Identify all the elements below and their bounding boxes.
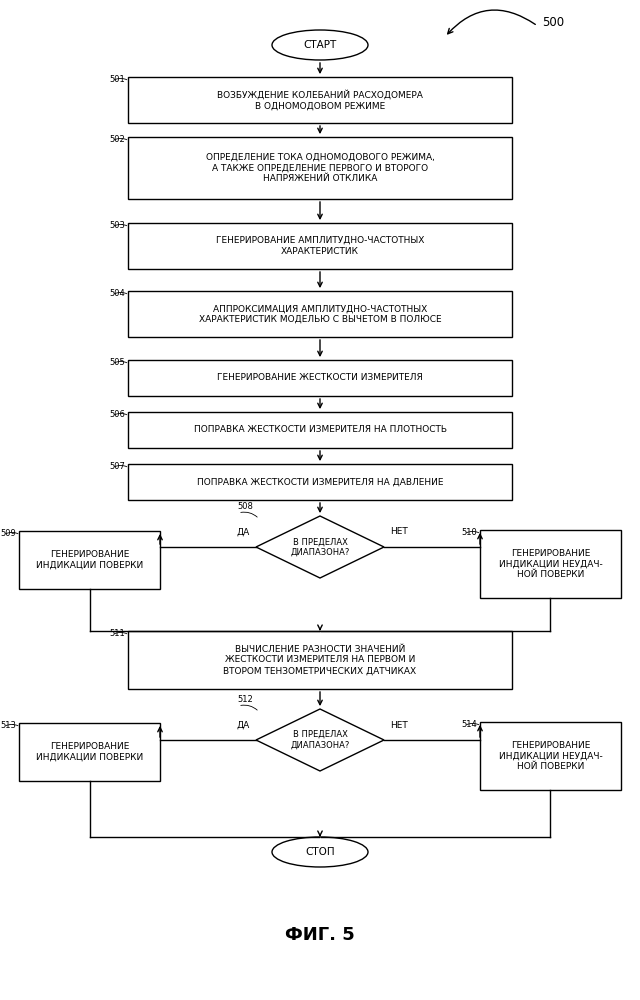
Ellipse shape [272,30,368,60]
Text: ОПРЕДЕЛЕНИЕ ТОКА ОДНОМОДОВОГО РЕЖИМА,
А ТАКЖЕ ОПРЕДЕЛЕНИЕ ПЕРВОГО И ВТОРОГО
НАПР: ОПРЕДЕЛЕНИЕ ТОКА ОДНОМОДОВОГО РЕЖИМА, А … [205,153,435,183]
Text: 508: 508 [237,502,253,511]
Text: ГЕНЕРИРОВАНИЕ ЖЕСТКОСТИ ИЗМЕРИТЕЛЯ: ГЕНЕРИРОВАНИЕ ЖЕСТКОСТИ ИЗМЕРИТЕЛЯ [217,373,423,382]
Text: 507: 507 [109,462,125,471]
Text: АППРОКСИМАЦИЯ АМПЛИТУДНО-ЧАСТОТНЫХ
ХАРАКТЕРИСТИК МОДЕЛЬЮ С ВЫЧЕТОМ В ПОЛЮСЕ: АППРОКСИМАЦИЯ АМПЛИТУДНО-ЧАСТОТНЫХ ХАРАК… [198,304,442,324]
Text: 506: 506 [109,410,125,419]
Text: 513: 513 [0,721,16,730]
Text: НЕТ: НЕТ [390,720,408,730]
Text: 504: 504 [109,289,125,298]
Text: 505: 505 [109,358,125,367]
Text: В ПРЕДЕЛАХ
ДИАПАЗОНА?: В ПРЕДЕЛАХ ДИАПАЗОНА? [291,537,349,557]
FancyBboxPatch shape [19,723,160,781]
Text: ВЫЧИСЛЕНИЕ РАЗНОСТИ ЗНАЧЕНИЙ
ЖЕСТКОСТИ ИЗМЕРИТЕЛЯ НА ПЕРВОМ И
ВТОРОМ ТЕНЗОМЕТРИЧ: ВЫЧИСЛЕНИЕ РАЗНОСТИ ЗНАЧЕНИЙ ЖЕСТКОСТИ И… [223,645,417,675]
Text: ФИГ. 5: ФИГ. 5 [285,926,355,944]
FancyBboxPatch shape [128,360,512,396]
Text: 514: 514 [461,720,477,729]
Ellipse shape [272,837,368,867]
Text: ГЕНЕРИРОВАНИЕ
ИНДИКАЦИИ ПОВЕРКИ: ГЕНЕРИРОВАНИЕ ИНДИКАЦИИ ПОВЕРКИ [36,742,143,762]
Polygon shape [256,516,384,578]
FancyBboxPatch shape [128,223,512,269]
Text: ПОПРАВКА ЖЕСТКОСТИ ИЗМЕРИТЕЛЯ НА ДАВЛЕНИЕ: ПОПРАВКА ЖЕСТКОСТИ ИЗМЕРИТЕЛЯ НА ДАВЛЕНИ… [196,478,444,487]
Text: ДА: ДА [236,528,250,536]
FancyBboxPatch shape [128,631,512,689]
FancyBboxPatch shape [128,291,512,337]
Text: 500: 500 [543,15,564,28]
Text: ГЕНЕРИРОВАНИЕ
ИНДИКАЦИИ НЕУДАЧ-
НОЙ ПОВЕРКИ: ГЕНЕРИРОВАНИЕ ИНДИКАЦИИ НЕУДАЧ- НОЙ ПОВЕ… [499,549,602,579]
Text: 511: 511 [109,629,125,638]
Text: СТАРТ: СТАРТ [303,40,337,50]
Text: ГЕНЕРИРОВАНИЕ АМПЛИТУДНО-ЧАСТОТНЫХ
ХАРАКТЕРИСТИК: ГЕНЕРИРОВАНИЕ АМПЛИТУДНО-ЧАСТОТНЫХ ХАРАК… [216,236,424,256]
Text: 509: 509 [0,529,16,538]
Text: 512: 512 [237,695,253,704]
Text: ВОЗБУЖДЕНИЕ КОЛЕБАНИЙ РАСХОДОМЕРА
В ОДНОМОДОВОМ РЕЖИМЕ: ВОЗБУЖДЕНИЕ КОЛЕБАНИЙ РАСХОДОМЕРА В ОДНО… [217,90,423,110]
Text: НЕТ: НЕТ [390,528,408,536]
Polygon shape [256,709,384,771]
Text: 503: 503 [109,221,125,230]
Text: ГЕНЕРИРОВАНИЕ
ИНДИКАЦИИ ПОВЕРКИ: ГЕНЕРИРОВАНИЕ ИНДИКАЦИИ ПОВЕРКИ [36,550,143,570]
FancyBboxPatch shape [128,137,512,199]
Text: ДА: ДА [236,720,250,730]
Text: 502: 502 [109,135,125,144]
FancyBboxPatch shape [128,412,512,448]
FancyBboxPatch shape [480,530,621,598]
FancyBboxPatch shape [19,531,160,589]
FancyBboxPatch shape [128,464,512,500]
Text: ГЕНЕРИРОВАНИЕ
ИНДИКАЦИИ НЕУДАЧ-
НОЙ ПОВЕРКИ: ГЕНЕРИРОВАНИЕ ИНДИКАЦИИ НЕУДАЧ- НОЙ ПОВЕ… [499,741,602,771]
Text: 510: 510 [461,528,477,537]
FancyBboxPatch shape [128,77,512,123]
FancyBboxPatch shape [480,722,621,790]
Text: ПОПРАВКА ЖЕСТКОСТИ ИЗМЕРИТЕЛЯ НА ПЛОТНОСТЬ: ПОПРАВКА ЖЕСТКОСТИ ИЗМЕРИТЕЛЯ НА ПЛОТНОС… [193,426,447,434]
Text: В ПРЕДЕЛАХ
ДИАПАЗОНА?: В ПРЕДЕЛАХ ДИАПАЗОНА? [291,730,349,750]
Text: СТОП: СТОП [305,847,335,857]
Text: 501: 501 [109,75,125,84]
